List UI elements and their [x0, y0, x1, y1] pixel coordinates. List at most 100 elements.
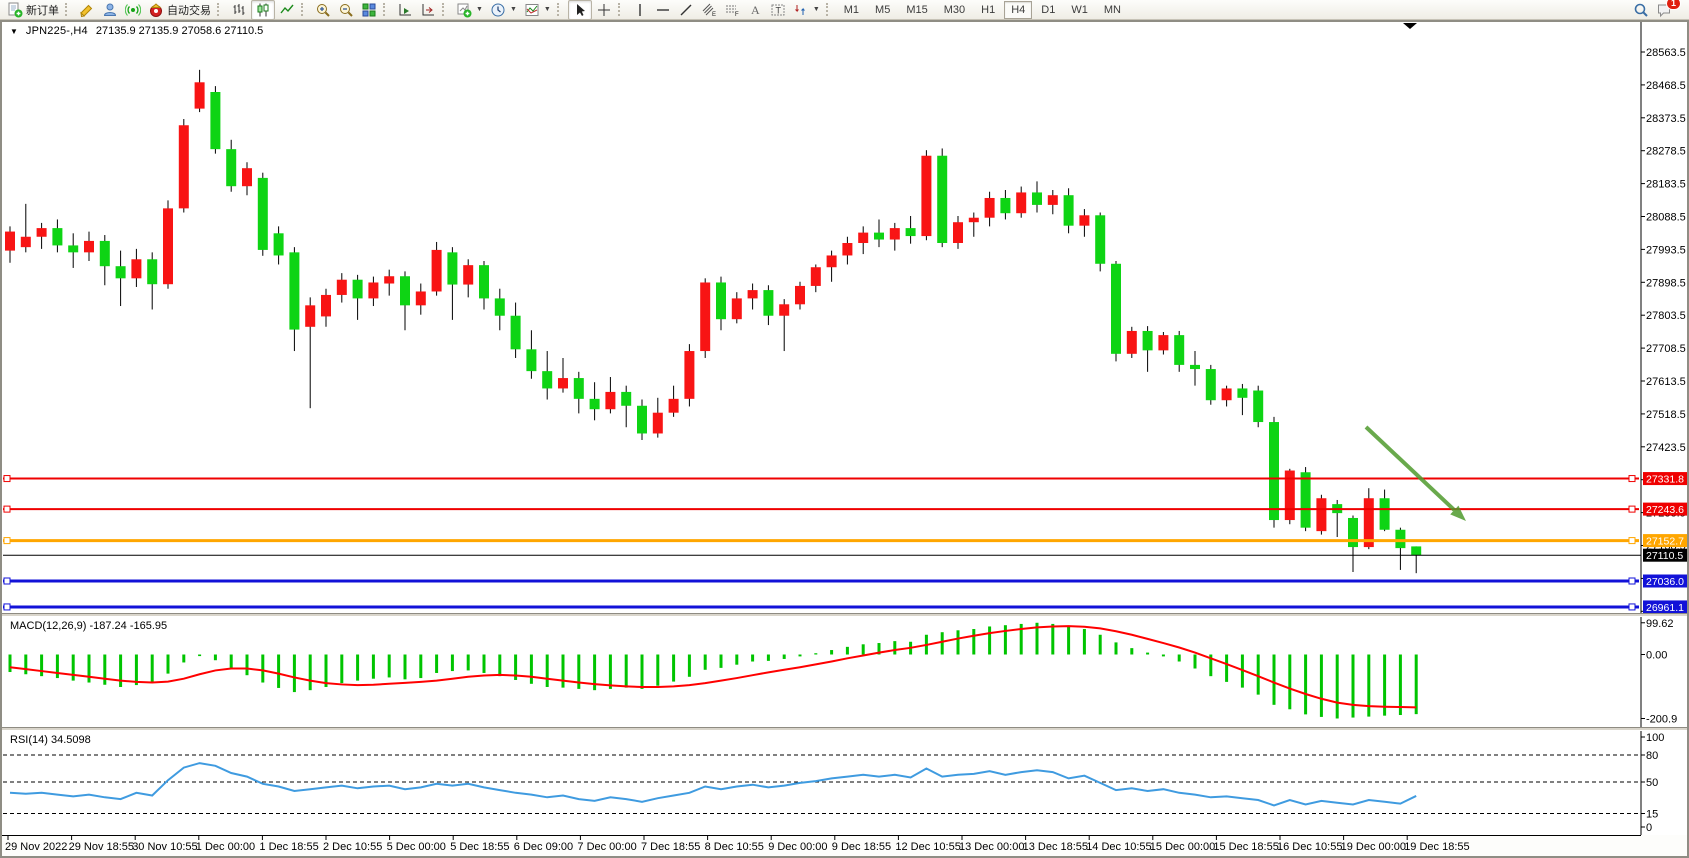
candle-body: [494, 298, 505, 316]
indicators-button[interactable]: ▼: [521, 1, 554, 19]
time-axis-label: 29 Nov 18:55: [69, 841, 134, 853]
candlestick-mode-button[interactable]: [251, 0, 275, 20]
line-handle[interactable]: [3, 577, 11, 585]
new-order-button[interactable]: 新订单: [4, 1, 62, 19]
candle-body: [1047, 195, 1058, 205]
macd-histogram-bar: [213, 654, 217, 661]
price-axis-label: 27110.5: [1646, 550, 1683, 562]
candle-body: [163, 208, 173, 285]
arrows-tool-button[interactable]: ▼: [790, 1, 823, 19]
trendline-tool-button[interactable]: [675, 1, 697, 19]
macd-histogram-bar: [134, 654, 138, 686]
crosshair-tool-button[interactable]: [593, 1, 615, 19]
line-handle[interactable]: [1628, 577, 1636, 585]
macd-histogram-bar: [8, 654, 12, 673]
candle-body: [20, 236, 31, 248]
notifications-button[interactable]: 1: [1653, 0, 1681, 19]
price-tick-label: 28563.5: [1646, 47, 1686, 59]
candle-body: [99, 240, 110, 267]
macd-histogram-bar: [1335, 654, 1339, 719]
vertical-line-tool-button[interactable]: [629, 1, 651, 19]
macd-histogram-bar: [830, 650, 834, 655]
dropdown-caret-icon: ▼: [543, 6, 551, 13]
macd-histogram-bar: [1161, 654, 1165, 657]
line-handle[interactable]: [3, 475, 11, 483]
new-chart-button[interactable]: ▼: [453, 1, 486, 19]
line-chart-mode-button[interactable]: [276, 1, 298, 19]
timeframe-button-w1[interactable]: W1: [1071, 3, 1088, 16]
timeframe-button-mn[interactable]: MN: [1103, 3, 1121, 16]
profile-button[interactable]: [99, 1, 121, 19]
candle-body: [526, 349, 537, 372]
macd-canvas[interactable]: 99.62 0.00 -200.9: [0, 617, 1689, 727]
candle-body: [842, 242, 853, 256]
candle-body: [1174, 335, 1185, 365]
zoom-in-button[interactable]: [312, 1, 334, 19]
candle-body: [668, 398, 679, 413]
price-tick-label: 28278.5: [1646, 146, 1686, 158]
horizontal-line-tool-button[interactable]: [652, 1, 674, 19]
candle-body: [242, 168, 252, 187]
candle-body: [305, 305, 316, 327]
styler-button[interactable]: [76, 1, 98, 19]
panel-separator[interactable]: [0, 613, 1689, 617]
tile-windows-button[interactable]: [358, 1, 380, 19]
rsi-panel[interactable]: [0, 731, 1689, 835]
time-axis[interactable]: [0, 835, 1689, 856]
macd-histogram-bar: [593, 654, 597, 691]
text-tool-button[interactable]: A: [744, 1, 766, 19]
macd-panel[interactable]: [0, 617, 1689, 727]
channel-tool-button[interactable]: E: [698, 1, 720, 19]
candle-body: [858, 232, 869, 243]
rsi-canvas[interactable]: 100 80 50 150: [0, 731, 1689, 835]
timeframe-button-m1[interactable]: M1: [843, 3, 860, 16]
periods-button[interactable]: ▼: [487, 1, 520, 19]
new-order-label: 新订单: [26, 4, 59, 17]
macd-histogram-bar: [893, 641, 897, 655]
cursor-tool-button[interactable]: [567, 0, 592, 20]
timeframe-button-h4[interactable]: H4: [1004, 0, 1033, 19]
fibonacci-tool-button[interactable]: F: [721, 1, 743, 19]
line-handle[interactable]: [1628, 603, 1636, 611]
bar-chart-mode-button[interactable]: [228, 1, 250, 19]
line-handle[interactable]: [3, 537, 11, 545]
line-handle[interactable]: [3, 505, 11, 513]
line-handle[interactable]: [1628, 505, 1636, 513]
macd-histogram-bar: [751, 654, 755, 662]
search-button[interactable]: [1630, 1, 1652, 19]
line-handle[interactable]: [3, 603, 11, 611]
timeframe-button-d1[interactable]: D1: [1041, 3, 1056, 16]
timeframe-button-m15[interactable]: M15: [906, 3, 928, 16]
candle-body: [447, 252, 458, 285]
auto-scroll-button[interactable]: [394, 1, 416, 19]
timeframe-button-h1[interactable]: H1: [981, 3, 996, 16]
candle-body: [1079, 215, 1090, 226]
price-chart-panel[interactable]: [0, 22, 1689, 613]
timeframe-button-m30[interactable]: M30: [943, 3, 966, 16]
price-chart-canvas[interactable]: 28563.5 28468.5 28373.5 28278.5 28183.5 28088…: [0, 22, 1689, 613]
chart-shift-marker[interactable]: [1403, 23, 1417, 29]
signals-button[interactable]: [122, 1, 144, 19]
candle-body: [510, 315, 521, 350]
text-label-tool-button[interactable]: T: [767, 1, 789, 19]
macd-histogram-bar: [1367, 654, 1371, 717]
chart-shift-button[interactable]: [417, 1, 439, 19]
macd-histogram-bar: [798, 654, 802, 657]
macd-histogram-bar: [1193, 654, 1197, 669]
candle-body: [178, 125, 189, 209]
line-handle[interactable]: [1628, 475, 1636, 483]
macd-histogram-bar: [561, 654, 565, 688]
timeframe-button-m5[interactable]: M5: [875, 3, 891, 16]
auto-trading-button[interactable]: 自动交易: [145, 1, 214, 19]
panel-separator[interactable]: [0, 727, 1689, 731]
line-handle[interactable]: [1628, 537, 1636, 545]
candle-body: [652, 412, 663, 434]
zoom-out-button[interactable]: [335, 1, 357, 19]
macd-histogram-bar: [845, 646, 849, 655]
price-tick-label: 27423.5: [1646, 442, 1686, 454]
candle-body: [795, 285, 805, 305]
rsi-line: [9, 762, 1417, 807]
one-click-trading-toggle-icon[interactable]: ▼: [10, 26, 18, 36]
trend-arrow-annotation[interactable]: [1364, 425, 1466, 521]
